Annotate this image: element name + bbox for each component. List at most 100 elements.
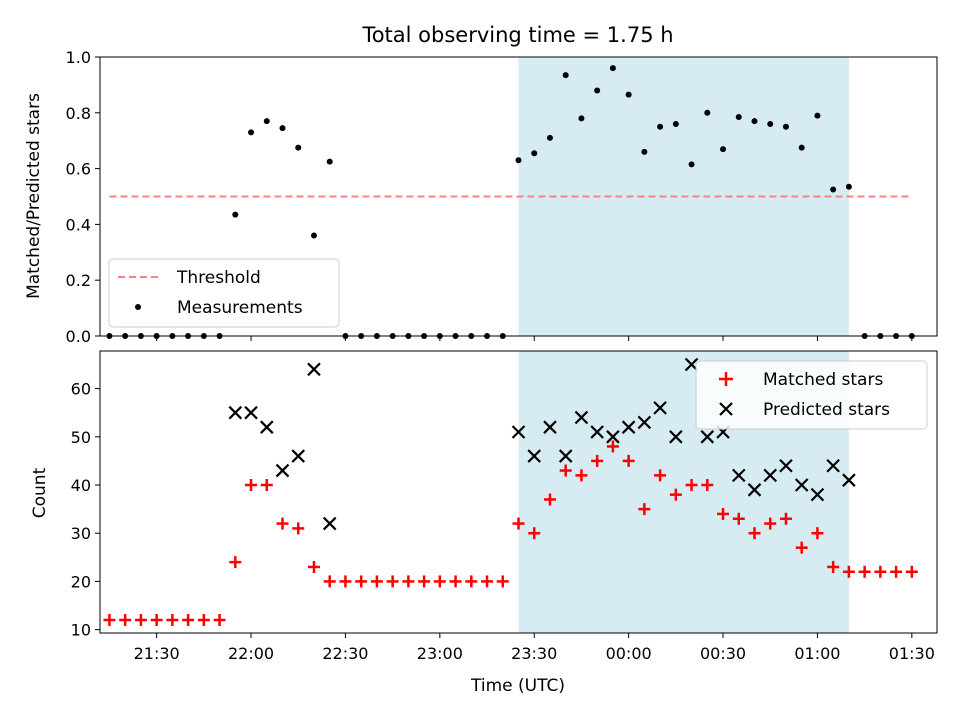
matched-star-point (638, 503, 651, 516)
measurements-legend-swatch (135, 304, 141, 310)
count-plot-frame (99, 350, 938, 634)
x-tick-label: 22:30 (322, 644, 368, 663)
predicted-star-point (322, 516, 337, 531)
predicted-star-point (291, 449, 306, 463)
predicted-star-point (543, 420, 557, 434)
predicted-star-point (527, 449, 542, 463)
matched-star-point (418, 575, 431, 588)
predicted-legend-swatch (719, 402, 733, 416)
matched-star-point (182, 613, 195, 626)
predicted-star-point (637, 415, 652, 430)
predicted-star-point (244, 405, 258, 420)
matched-star-point (134, 613, 147, 626)
ratio-legend: Threshold Measurements (108, 258, 340, 328)
matched-star-point (874, 565, 887, 578)
predicted-star-point (511, 425, 526, 439)
matched-star-point (890, 565, 903, 578)
y-tick-label: 0.8 (66, 104, 91, 123)
matched-star-point (811, 527, 824, 540)
matched-star-point (166, 613, 179, 626)
measurement-point (594, 87, 601, 94)
matched-star-point (402, 575, 415, 588)
measurement-point (310, 232, 317, 239)
matched-star-point (795, 541, 808, 554)
measurement-point (609, 65, 616, 72)
predicted-star-point (259, 420, 274, 434)
y-tick-label: 0.4 (66, 215, 91, 234)
measurement-point (704, 109, 711, 116)
matched-star-point (292, 522, 305, 535)
matched-star-point (842, 565, 855, 578)
predicted-star-point (275, 463, 290, 478)
y-tick-label: 40 (71, 476, 91, 495)
matched-star-point (465, 575, 478, 588)
count-panel: 10 20 30 40 50 60 21:30 22:00 22:30 23:00 23:30 00… (30, 350, 938, 696)
measurement-point (546, 134, 553, 141)
measurement-point (263, 118, 270, 125)
matched-star-point (779, 512, 792, 525)
matched-star-point (496, 575, 509, 588)
count-series-group (103, 357, 918, 626)
measurement-point (625, 91, 632, 98)
count-y-axis-label: Count (30, 467, 50, 518)
matched-star-point (528, 527, 541, 540)
measurement-point (767, 120, 774, 127)
ratio-plot-frame (99, 56, 938, 337)
ratio-y-axis-label: Matched/Predicted stars (24, 93, 44, 299)
y-tick-label: 1.0 (66, 48, 91, 67)
matched-star-point (150, 613, 163, 626)
measurement-point (248, 129, 255, 136)
matched-star-point (197, 613, 210, 626)
predicted-star-point (558, 449, 573, 463)
matched-star-point (276, 517, 289, 530)
x-tick-label: 00:00 (606, 644, 652, 663)
y-tick-label: 30 (71, 524, 91, 543)
measurement-point (782, 123, 789, 130)
matched-star-point (717, 507, 730, 520)
measurement-point (845, 183, 852, 190)
y-tick-label: 50 (71, 428, 91, 447)
measurement-point (798, 144, 805, 151)
matched-star-point (260, 479, 273, 492)
x-tick-label: 23:00 (417, 644, 463, 663)
matched-star-point (229, 556, 242, 569)
matched-star-point (669, 488, 682, 501)
count-legend: Matched stars Predicted stars (695, 360, 928, 430)
y-tick-label: 0.6 (66, 160, 91, 179)
matched-star-point (575, 469, 588, 482)
predicted-star-point (606, 430, 620, 444)
predicted-star-point (621, 420, 636, 434)
y-tick-label: 60 (71, 380, 91, 399)
ratio-panel: 0.0 0.2 0.4 0.6 0.8 1.0 Matched/Predicted sta… (24, 48, 938, 346)
matched-star-point (685, 479, 698, 492)
matched-star-point (591, 454, 604, 467)
matched-star-point (433, 575, 446, 588)
predicted-star-point (228, 405, 243, 420)
matched-star-point (858, 565, 871, 578)
matched-star-point (701, 479, 714, 492)
count-y-ticks: 10 20 30 40 50 60 (71, 380, 100, 640)
ratio-y-ticks: 0.0 0.2 0.4 0.6 0.8 1.0 (66, 48, 100, 346)
matched-star-point (370, 575, 383, 588)
measurements-legend-label: Measurements (177, 298, 303, 318)
predicted-star-point (842, 473, 856, 487)
measurement-point (562, 72, 569, 79)
measurement-point (232, 211, 239, 218)
matched-legend-label: Matched stars (763, 370, 883, 390)
matched-star-point (827, 560, 840, 573)
measurement-point (657, 123, 664, 130)
matched-star-point (307, 560, 320, 573)
matched-star-point (543, 493, 556, 506)
x-tick-label: 01:00 (794, 644, 840, 663)
matched-star-point (622, 454, 635, 467)
predicted-star-point (653, 401, 667, 415)
predicted-star-point (307, 362, 321, 377)
matched-star-point (245, 479, 258, 492)
y-tick-label: 0.0 (66, 327, 91, 346)
predicted-legend-label: Predicted stars (763, 400, 890, 420)
predicted-star-point (794, 478, 809, 492)
measurement-point (735, 113, 742, 120)
matched-star-point (654, 469, 667, 482)
predicted-star-point (574, 410, 589, 425)
predicted-star-point (779, 458, 793, 473)
